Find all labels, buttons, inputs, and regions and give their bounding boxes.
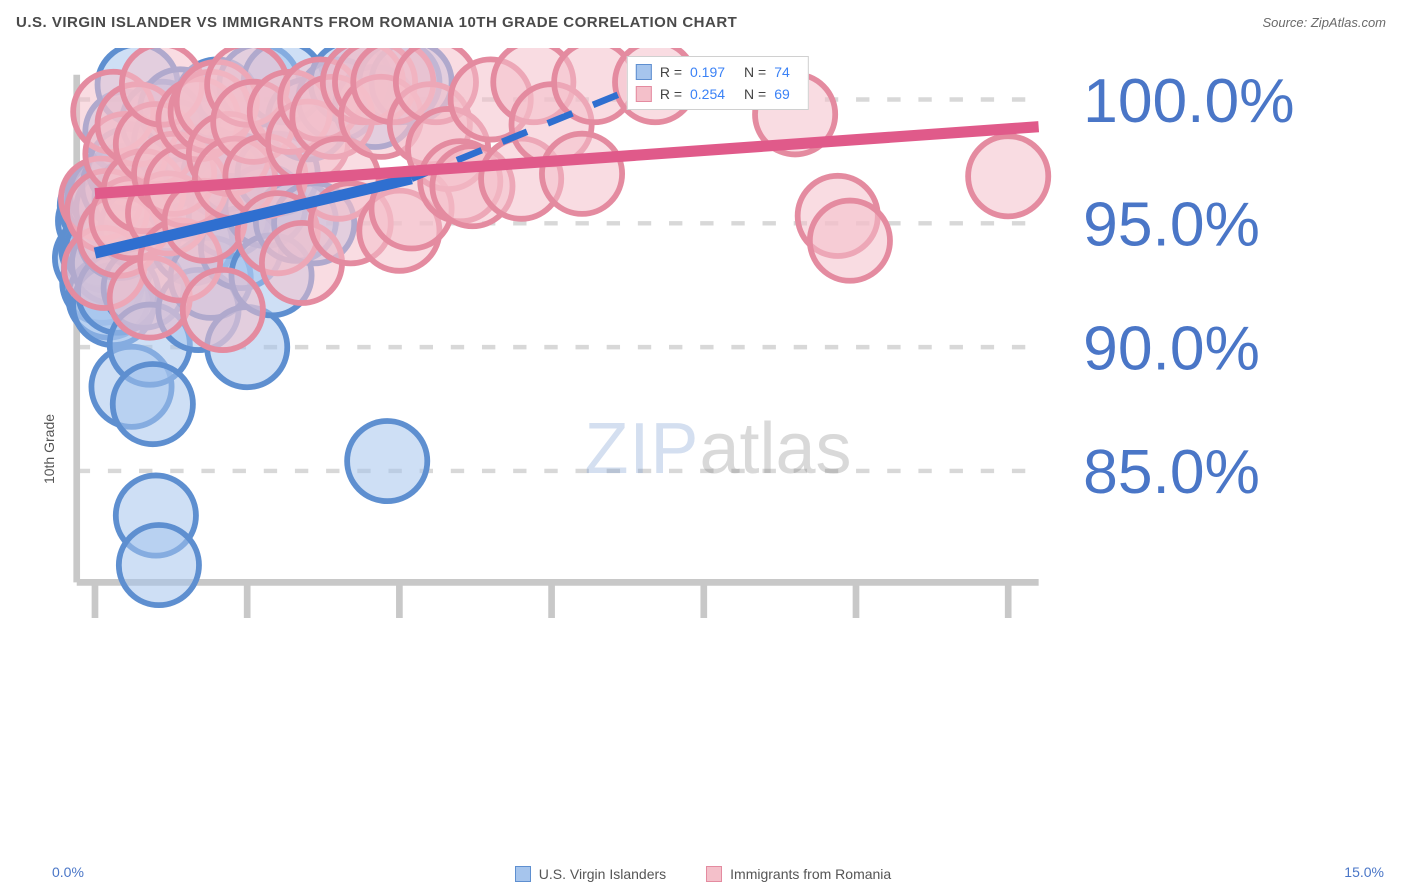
corr-legend-row: R = 0.197 N = 74 bbox=[636, 61, 798, 83]
bottom-legend-item: U.S. Virgin Islanders bbox=[515, 866, 666, 882]
correlation-legend: R = 0.197 N = 74 R = 0.254 N = 69 bbox=[627, 56, 809, 110]
scatter-plot: 85.0% 90.0% 95.0% 100.0% bbox=[50, 48, 1386, 716]
bottom-legend-item: Immigrants from Romania bbox=[706, 866, 891, 882]
data-point bbox=[347, 421, 427, 501]
source-label: Source: ZipAtlas.com bbox=[1262, 15, 1386, 30]
data-point bbox=[542, 134, 622, 214]
legend-swatch bbox=[706, 866, 722, 882]
legend-swatch bbox=[636, 86, 652, 102]
legend-swatch bbox=[515, 866, 531, 882]
svg-text:90.0%: 90.0% bbox=[1083, 314, 1260, 383]
chart-area: 10th Grade 85.0%90.0%95.0%100.0% ZIPatla… bbox=[50, 48, 1386, 850]
svg-text:100.0%: 100.0% bbox=[1083, 67, 1294, 136]
legend-swatch bbox=[636, 64, 652, 80]
svg-text:95.0%: 95.0% bbox=[1083, 191, 1260, 260]
bottom-legend: U.S. Virgin Islanders Immigrants from Rom… bbox=[0, 866, 1406, 882]
data-point bbox=[183, 270, 263, 350]
page-title: U.S. VIRGIN ISLANDER VS IMMIGRANTS FROM … bbox=[16, 14, 737, 31]
data-point bbox=[968, 136, 1048, 216]
data-point bbox=[119, 525, 199, 605]
svg-text:85.0%: 85.0% bbox=[1083, 438, 1260, 507]
data-point bbox=[113, 364, 193, 444]
data-point bbox=[810, 201, 890, 281]
corr-legend-row: R = 0.254 N = 69 bbox=[636, 83, 798, 105]
